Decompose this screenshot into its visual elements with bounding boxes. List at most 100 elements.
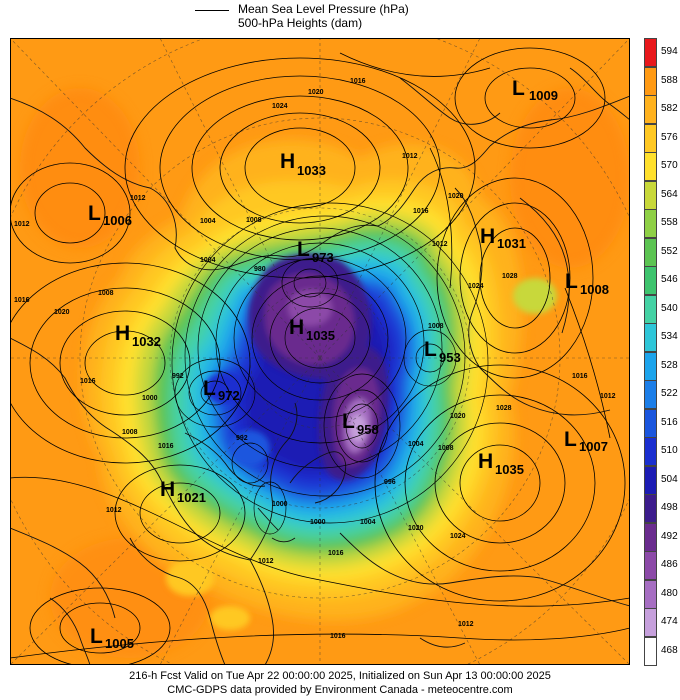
isobar-label: 1016 bbox=[328, 550, 344, 557]
isobar-label: 1008 bbox=[438, 445, 454, 452]
high-pressure-centre: H 1032 bbox=[115, 322, 161, 349]
isobar-label: 1004 bbox=[408, 441, 424, 448]
colorbar-cell bbox=[644, 209, 657, 238]
svg-text:H: H bbox=[160, 478, 175, 501]
colorbar-label: 498 bbox=[661, 502, 678, 514]
colorbar-cell bbox=[644, 579, 657, 609]
colorbar-label: 522 bbox=[661, 388, 678, 400]
isobar-legend-line bbox=[195, 10, 229, 11]
svg-text:H: H bbox=[289, 316, 304, 339]
isobar-label: 1024 bbox=[450, 533, 466, 540]
colorbar-cell bbox=[644, 66, 657, 96]
isobar-label: 1016 bbox=[14, 297, 30, 304]
colorbar-label: 540 bbox=[661, 302, 678, 314]
colorbar-cell bbox=[644, 95, 657, 124]
isobar-label: 1008 bbox=[428, 323, 444, 330]
isobar-label: 1028 bbox=[502, 273, 518, 280]
svg-text:958: 958 bbox=[357, 422, 379, 437]
svg-text:1032: 1032 bbox=[132, 334, 161, 349]
colorbar-cell bbox=[644, 237, 657, 267]
isobar-label: 1008 bbox=[98, 290, 114, 297]
svg-text:H: H bbox=[480, 225, 495, 248]
colorbar-cell bbox=[644, 636, 657, 666]
isobar-label: 1012 bbox=[600, 393, 616, 400]
isobar-label: 1020 bbox=[54, 309, 70, 316]
isobar-label: 1016 bbox=[158, 443, 174, 450]
isobar-label: 1020 bbox=[408, 525, 424, 532]
colorbar-label: 582 bbox=[661, 103, 678, 115]
colorbar-label: 546 bbox=[661, 274, 678, 286]
isobar-label: 1008 bbox=[122, 429, 138, 436]
svg-text:1035: 1035 bbox=[495, 462, 524, 477]
map-frame bbox=[10, 38, 630, 665]
low-pressure-centre: L 1007 bbox=[564, 428, 608, 454]
colorbar-cell bbox=[644, 608, 657, 637]
colorbar-label: 576 bbox=[661, 131, 678, 143]
colorbar-label: 528 bbox=[661, 359, 678, 371]
svg-text:L: L bbox=[565, 270, 578, 293]
legend-pressure-label: Mean Sea Level Pressure (hPa) bbox=[238, 2, 409, 16]
map-legend: Mean Sea Level Pressure (hPa) 500-hPa He… bbox=[195, 2, 495, 36]
colorbar-label: 552 bbox=[661, 245, 678, 257]
colorbar-label: 480 bbox=[661, 587, 678, 599]
svg-text:1005: 1005 bbox=[105, 636, 134, 651]
data-credit-text: CMC-GDPS data provided by Environment Ca… bbox=[167, 684, 513, 696]
isobar-label: 1020 bbox=[448, 193, 464, 200]
isobar-label: 992 bbox=[172, 373, 184, 380]
isobar-label: 1012 bbox=[130, 195, 146, 202]
svg-text:1021: 1021 bbox=[177, 490, 206, 505]
colorbar-label: 558 bbox=[661, 217, 678, 229]
colorbar-cell bbox=[644, 152, 657, 181]
colorbar-label: 564 bbox=[661, 188, 678, 200]
lat-lon-grid bbox=[10, 38, 630, 665]
isobar-label: 1016 bbox=[80, 378, 96, 385]
isobar-label: 1020 bbox=[308, 89, 324, 96]
svg-text:L: L bbox=[424, 338, 437, 361]
svg-text:L: L bbox=[88, 202, 101, 225]
isobar-label: 1012 bbox=[432, 241, 448, 248]
isobar-label: 996 bbox=[384, 479, 396, 486]
isobar-label: 1016 bbox=[413, 208, 429, 215]
isobar-labels: 1016 1020 1024 1012 1012 1004 1008 1016 … bbox=[14, 78, 616, 640]
svg-text:1035: 1035 bbox=[306, 328, 335, 343]
colorbar-cell bbox=[644, 437, 657, 466]
isobar-label: 1016 bbox=[330, 633, 346, 640]
forecast-map-svg: 1016 1020 1024 1012 1012 1004 1008 1016 … bbox=[10, 38, 630, 665]
colorbar-label: 588 bbox=[661, 74, 678, 86]
height-fill bbox=[10, 38, 630, 665]
svg-text:1007: 1007 bbox=[579, 439, 608, 454]
colorbar-cell bbox=[644, 266, 657, 295]
isobar-label: 1028 bbox=[496, 405, 512, 412]
colorbar-label: 570 bbox=[661, 160, 678, 172]
colorbar-cell bbox=[644, 465, 657, 495]
coastlines bbox=[10, 67, 630, 665]
isobar-label: 1004 bbox=[200, 218, 216, 225]
colorbar-cell bbox=[644, 123, 657, 153]
colorbar-cell bbox=[644, 551, 657, 580]
svg-text:1009: 1009 bbox=[529, 88, 558, 103]
svg-text:1031: 1031 bbox=[497, 236, 526, 251]
high-pressure-centre: H 1021 bbox=[160, 478, 206, 505]
colorbar-label: 492 bbox=[661, 530, 678, 542]
low-pressure-centre: L 1005 bbox=[90, 625, 134, 651]
svg-text:L: L bbox=[90, 625, 103, 648]
svg-text:953: 953 bbox=[439, 350, 461, 365]
colorbar-cell bbox=[644, 522, 657, 552]
svg-text:H: H bbox=[478, 450, 493, 473]
svg-text:L: L bbox=[203, 377, 216, 400]
colorbar-cell bbox=[644, 351, 657, 381]
svg-text:973: 973 bbox=[312, 250, 334, 265]
colorbar-label: 468 bbox=[661, 644, 678, 656]
svg-text:1008: 1008 bbox=[580, 282, 609, 297]
low-pressure-centre: L 953 bbox=[424, 338, 461, 365]
svg-text:L: L bbox=[564, 428, 577, 451]
svg-text:H: H bbox=[280, 150, 295, 173]
isobar-label: 1000 bbox=[310, 519, 326, 526]
low-pressure-centre: L 1009 bbox=[512, 77, 558, 103]
colorbar-label: 504 bbox=[661, 473, 678, 485]
svg-text:L: L bbox=[512, 77, 525, 100]
svg-text:H: H bbox=[115, 322, 130, 345]
svg-text:1033: 1033 bbox=[297, 163, 326, 178]
svg-text:972: 972 bbox=[218, 388, 240, 403]
isobar-label: 1012 bbox=[106, 507, 122, 514]
